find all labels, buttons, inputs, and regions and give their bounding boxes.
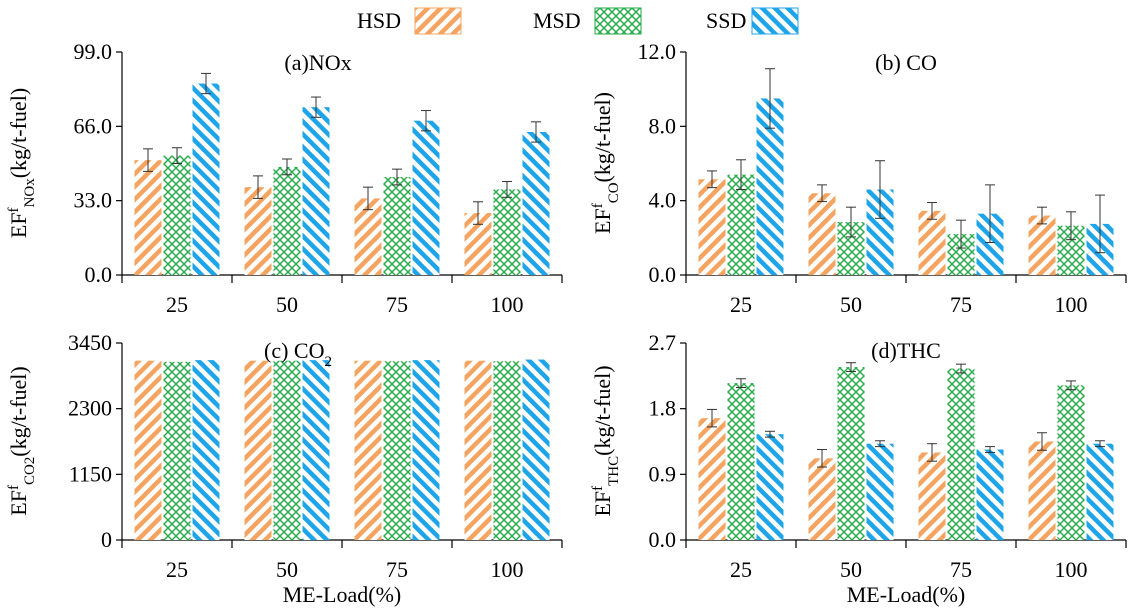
bar-ssd-50 <box>866 443 894 540</box>
panel-2: 0.0 4.0 8.0 12.0 25 50 75 100 (b) CO EFfCO(kg/t-f… <box>590 39 1127 317</box>
bar-hsd-75 <box>354 360 382 540</box>
bar-hsd-25 <box>698 179 726 275</box>
x-tick-label: 25 <box>730 557 752 582</box>
bar-msd-100 <box>1057 385 1085 540</box>
bar-hsd-100 <box>1028 441 1056 540</box>
x-tick-label: 100 <box>491 557 524 582</box>
bar-msd-75 <box>947 368 975 540</box>
bar-msd-75 <box>383 177 411 275</box>
y-axis-label: EFfCO2(kg/t-fuel) <box>6 366 38 515</box>
y-tick-label: 0.9 <box>649 461 677 486</box>
bar-hsd-25 <box>134 160 162 275</box>
legend-label-ssd: SSD <box>706 8 746 33</box>
bar-ssd-100 <box>1086 443 1114 540</box>
x-tick-label: 100 <box>1055 292 1088 317</box>
bar-hsd-25 <box>134 360 162 540</box>
y-axis-label: EFfNOx(kg/t-fuel) <box>6 88 38 238</box>
y-tick-label: 8.0 <box>649 113 677 138</box>
x-tick-label: 25 <box>166 557 188 582</box>
bar-ssd-75 <box>412 120 440 275</box>
y-tick-label: 1150 <box>69 461 112 486</box>
x-tick-label: 75 <box>950 292 972 317</box>
x-axis-label: ME-Load(%) <box>847 582 966 607</box>
bar-msd-50 <box>273 360 301 540</box>
bar-ssd-100 <box>522 359 550 540</box>
bar-hsd-50 <box>244 187 272 275</box>
y-tick-label: 4.0 <box>649 188 677 213</box>
x-tick-label: 75 <box>386 292 408 317</box>
bar-hsd-25 <box>698 418 726 540</box>
y-tick-label: 0.0 <box>649 527 677 552</box>
x-tick-label: 50 <box>276 557 298 582</box>
y-tick-label: 2.7 <box>649 330 677 355</box>
bar-msd-100 <box>493 189 521 275</box>
bar-msd-100 <box>493 361 521 540</box>
bar-ssd-25 <box>192 83 220 275</box>
bar-ssd-25 <box>756 434 784 540</box>
legend-label-hsd: HSD <box>357 8 401 33</box>
bar-msd-25 <box>727 174 755 275</box>
y-tick-label: 1.8 <box>649 396 677 421</box>
bar-hsd-75 <box>354 198 382 275</box>
y-tick-label: 0 <box>101 527 112 552</box>
y-tick-label: 33.0 <box>74 188 113 213</box>
legend-swatch-ssd <box>751 7 799 35</box>
bar-ssd-25 <box>192 360 220 540</box>
panel-1: 0.0 33.0 66.0 99.0 25 50 75 100 (a)NOx EFfNOx(kg/… <box>6 39 563 317</box>
y-tick-label: 0.0 <box>85 262 113 287</box>
panels: 0.0 33.0 66.0 99.0 25 50 75 100 (a)NOx EFfNOx(kg/… <box>6 39 1127 607</box>
bar-hsd-50 <box>244 360 272 540</box>
bar-msd-25 <box>163 361 191 540</box>
y-tick-label: 2300 <box>68 396 112 421</box>
bar-ssd-50 <box>302 107 330 276</box>
y-tick-label: 66.0 <box>74 113 113 138</box>
bar-hsd-75 <box>918 452 946 540</box>
y-axis-label: EFfCO(kg/t-fuel) <box>590 92 622 234</box>
y-tick-label: 3450 <box>68 330 112 355</box>
bar-hsd-50 <box>808 458 836 540</box>
bar-msd-75 <box>383 361 411 540</box>
x-tick-label: 50 <box>840 557 862 582</box>
bar-ssd-75 <box>412 360 440 540</box>
x-tick-label: 25 <box>730 292 752 317</box>
panel-title: (a)NOx <box>284 50 351 75</box>
bar-ssd-75 <box>976 449 1004 540</box>
bar-msd-25 <box>727 383 755 540</box>
bar-msd-25 <box>163 155 191 275</box>
bar-ssd-50 <box>302 360 330 540</box>
x-tick-label: 75 <box>386 557 408 582</box>
x-tick-label: 100 <box>1055 557 1088 582</box>
y-axis-label: EFfTHC(kg/t-fuel) <box>590 365 622 516</box>
panel-3: 0 1150 2300 3450 25 50 75 100 (c) CO2 EFfCO2(kg/t… <box>6 330 563 607</box>
bar-hsd-100 <box>1028 215 1056 275</box>
legend-swatch-msd <box>594 7 642 35</box>
panel-title: (b) CO <box>875 50 937 75</box>
legend: HSD MSD SSD <box>357 7 799 35</box>
bar-ssd-100 <box>522 131 550 275</box>
panel-4: 0.0 0.9 1.8 2.7 25 50 75 100 (d)THC EFfTHC(kg/t-f… <box>590 330 1127 607</box>
x-tick-label: 75 <box>950 557 972 582</box>
panel-title: (c) CO2 <box>264 338 332 370</box>
panel-title: (d)THC <box>871 338 941 363</box>
x-tick-label: 25 <box>166 292 188 317</box>
x-tick-label: 50 <box>276 292 298 317</box>
legend-swatch-hsd <box>414 7 462 35</box>
bar-msd-50 <box>273 166 301 275</box>
bar-hsd-50 <box>808 193 836 275</box>
y-tick-label: 0.0 <box>649 262 677 287</box>
x-tick-label: 100 <box>491 292 524 317</box>
bar-hsd-100 <box>464 360 492 540</box>
bar-msd-50 <box>837 367 865 540</box>
x-tick-label: 50 <box>840 292 862 317</box>
y-tick-label: 99.0 <box>74 39 113 64</box>
bar-hsd-75 <box>918 210 946 275</box>
x-axis-label: ME-Load(%) <box>283 582 402 607</box>
legend-label-msd: MSD <box>533 8 581 33</box>
y-tick-label: 12.0 <box>638 39 677 64</box>
